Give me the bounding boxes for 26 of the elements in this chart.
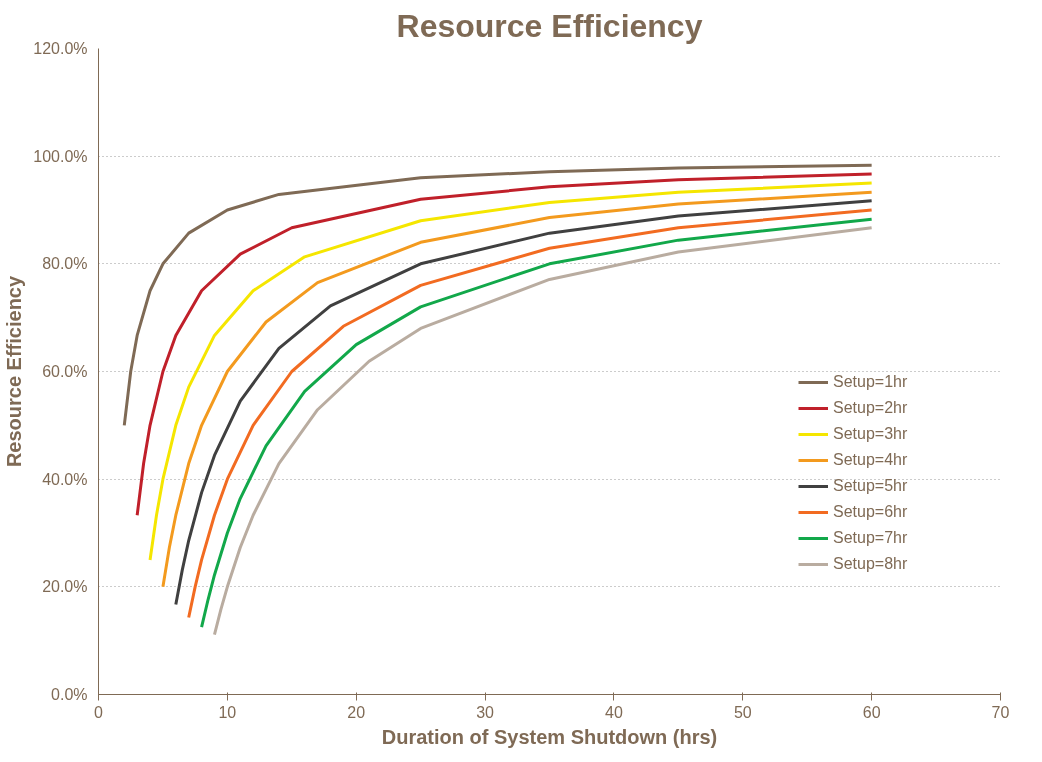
x-tick-label: 0 (94, 703, 104, 721)
x-tick-label: 20 (347, 703, 366, 721)
y-axis-title: Resource Efficiency (3, 275, 26, 468)
y-tick-label: 80.0% (42, 255, 88, 273)
x-tick-label: 30 (476, 703, 495, 721)
y-tick-label: 120.0% (33, 40, 88, 57)
y-tick-label: 40.0% (42, 470, 88, 488)
legend-label: Setup=4hr (833, 451, 908, 469)
legend-label: Setup=1hr (833, 373, 908, 391)
y-tick-label: 60.0% (42, 363, 88, 380)
legend-label: Setup=3hr (833, 425, 908, 443)
x-tick-label: 10 (218, 703, 237, 721)
y-tick-label: 20.0% (42, 578, 88, 596)
y-tick-label: 0.0% (51, 686, 88, 703)
x-axis-title: Duration of System Shutdown (hrs) (381, 725, 718, 748)
chart-title: Resource Efficiency (396, 7, 703, 44)
x-tick-label: 60 (862, 703, 881, 721)
x-tick-label: 70 (991, 703, 1010, 721)
x-tick-label: 40 (605, 703, 623, 721)
x-tick-label: 50 (733, 703, 752, 721)
legend-label: Setup=2hr (833, 399, 908, 417)
legend-label: Setup=5hr (833, 477, 908, 495)
legend-label: Setup=6hr (833, 503, 908, 521)
y-tick-label: 100.0% (33, 147, 88, 165)
legend-label: Setup=7hr (833, 529, 908, 547)
legend-label: Setup=8hr (833, 555, 908, 573)
